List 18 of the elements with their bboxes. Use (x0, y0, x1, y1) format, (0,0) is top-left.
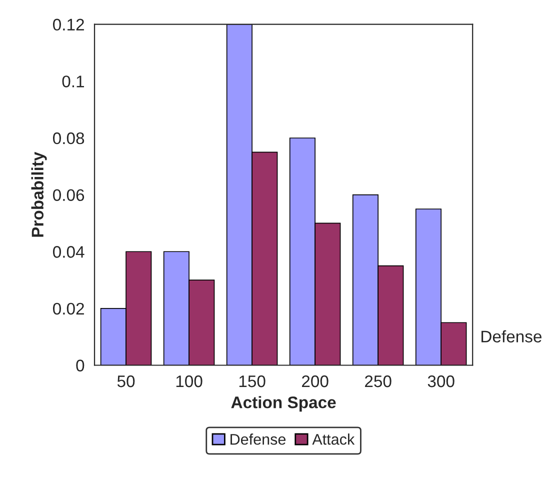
x-tick-label: 300 (428, 375, 454, 388)
y-tick-label: 0.12 (53, 18, 84, 31)
legend-label: Attack (312, 434, 355, 445)
y-tick-label: 0.1 (62, 76, 84, 88)
x-tick-label: 150 (239, 375, 266, 388)
x-tick-label: 200 (302, 375, 328, 388)
x-tick-label: 100 (176, 375, 202, 388)
y-tick-label: 0.02 (53, 302, 84, 315)
y-tick-label: 0.06 (53, 189, 84, 202)
legend-label: Defense (230, 434, 286, 445)
y-tick-label: 0.08 (53, 132, 84, 144)
x-axis-title: Action Space (231, 396, 336, 412)
y-tick-label: 0.04 (53, 246, 84, 258)
x-tick-label: 250 (365, 375, 392, 388)
y-axis-title: Probability (31, 152, 47, 237)
x-tick-label: 50 (117, 375, 135, 388)
text: Defense (482, 330, 542, 342)
y-tick-label: 0 (76, 360, 84, 372)
